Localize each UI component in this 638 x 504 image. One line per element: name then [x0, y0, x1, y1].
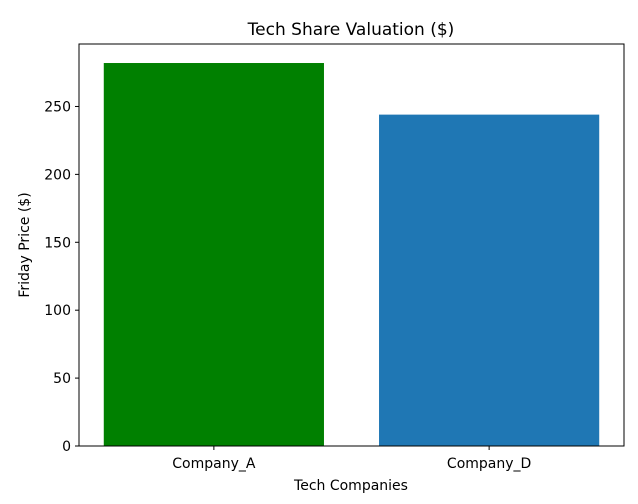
y-tick-label: 50 — [53, 371, 71, 387]
y-tick-label: 0 — [62, 439, 71, 455]
x-tick-label: Company_D — [447, 456, 531, 472]
plot-frame — [78, 43, 625, 447]
bar-company-d — [379, 114, 600, 447]
y-tick-label: 150 — [44, 235, 71, 251]
x-tick-label: Company_A — [172, 456, 256, 472]
bar-company-a — [103, 63, 324, 446]
chart-title: Tech Share Valuation ($) — [247, 20, 455, 40]
x-axis-label: Tech Companies — [293, 478, 408, 494]
y-tick-label: 100 — [44, 303, 71, 319]
y-axis-label: Friday Price ($) — [17, 192, 33, 297]
y-tick-label: 250 — [44, 99, 71, 115]
y-tick-label: 200 — [44, 167, 71, 183]
